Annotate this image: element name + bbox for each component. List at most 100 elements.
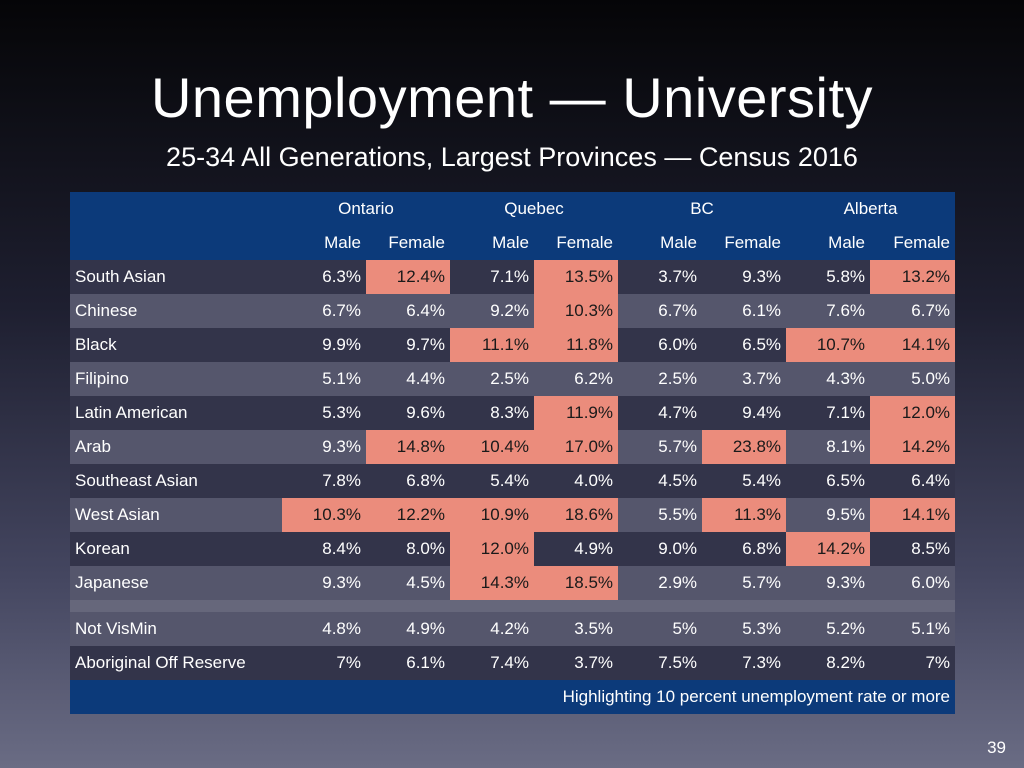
rate-cell: 7.4% <box>450 646 534 680</box>
rate-cell: 5.5% <box>618 498 703 532</box>
rate-cell-highlighted: 14.3% <box>450 566 534 600</box>
sex-header: Female <box>870 226 956 260</box>
rate-cell: 3.7% <box>618 260 703 294</box>
table-row: South Asian 6.3% 12.4% 7.1% 13.5% 3.7% 9.3% 5.8… <box>70 260 956 294</box>
row-label: Aboriginal Off Reserve <box>70 646 282 680</box>
rate-cell-highlighted: 12.4% <box>366 260 450 294</box>
rate-cell: 4.9% <box>534 532 619 566</box>
rate-cell-highlighted: 14.2% <box>786 532 871 566</box>
row-label: Korean <box>70 532 282 566</box>
rate-cell: 4.8% <box>282 612 366 646</box>
rate-cell: 4.0% <box>534 464 619 498</box>
sex-header: Male <box>282 226 366 260</box>
rate-cell: 8.4% <box>282 532 366 566</box>
rate-cell: 5.3% <box>282 396 366 430</box>
rate-cell-highlighted: 10.9% <box>450 498 534 532</box>
rate-cell: 3.5% <box>534 612 619 646</box>
footnote: Highlighting 10 percent unemployment rat… <box>70 680 956 714</box>
rate-cell-highlighted: 12.0% <box>870 396 956 430</box>
rate-cell-highlighted: 14.8% <box>366 430 450 464</box>
rate-cell: 9.3% <box>282 430 366 464</box>
rate-cell: 6.7% <box>618 294 703 328</box>
rate-cell: 9.3% <box>282 566 366 600</box>
rate-cell: 6.7% <box>870 294 956 328</box>
row-label: Filipino <box>70 362 282 396</box>
rate-cell: 5.4% <box>702 464 787 498</box>
rate-cell: 9.6% <box>366 396 450 430</box>
rate-cell-highlighted: 10.4% <box>450 430 534 464</box>
row-label: Chinese <box>70 294 282 328</box>
row-label: Arab <box>70 430 282 464</box>
province-header: Quebec <box>450 192 619 226</box>
rate-cell-highlighted: 13.2% <box>870 260 956 294</box>
table-row: Japanese 9.3% 4.5% 14.3% 18.5% 2.9% 5.7% 9.3% 6.… <box>70 566 956 600</box>
rate-cell: 9.3% <box>702 260 787 294</box>
sex-header: Male <box>450 226 534 260</box>
rate-cell: 4.9% <box>366 612 450 646</box>
rate-cell: 8.5% <box>870 532 956 566</box>
rate-cell: 9.2% <box>450 294 534 328</box>
rate-cell-highlighted: 13.5% <box>534 260 619 294</box>
province-header: Ontario <box>282 192 450 226</box>
rate-cell-highlighted: 10.7% <box>786 328 871 362</box>
rate-cell: 6.4% <box>366 294 450 328</box>
rate-cell: 5.1% <box>870 612 956 646</box>
rate-cell: 9.7% <box>366 328 450 362</box>
rate-cell-highlighted: 18.6% <box>534 498 619 532</box>
rate-cell: 5.2% <box>786 612 871 646</box>
rate-cell: 2.5% <box>618 362 703 396</box>
row-label: West Asian <box>70 498 282 532</box>
rate-cell-highlighted: 17.0% <box>534 430 619 464</box>
table-row: Aboriginal Off Reserve 7% 6.1% 7.4% 3.7% 7.5%… <box>70 646 956 680</box>
province-header: BC <box>618 192 787 226</box>
table-row: Not VisMin 4.8% 4.9% 4.2% 3.5% 5% 5.3% 5.2% 5.1% <box>70 612 956 646</box>
rate-cell: 5.4% <box>450 464 534 498</box>
rate-cell-highlighted: 12.2% <box>366 498 450 532</box>
rate-cell: 4.2% <box>450 612 534 646</box>
rate-cell: 6.4% <box>870 464 956 498</box>
rate-cell: 6.0% <box>618 328 703 362</box>
rate-cell-highlighted: 23.8% <box>702 430 787 464</box>
rate-cell: 3.7% <box>534 646 619 680</box>
rate-cell: 5% <box>618 612 703 646</box>
row-label: Japanese <box>70 566 282 600</box>
rate-cell: 6.1% <box>366 646 450 680</box>
sex-header: Male <box>786 226 871 260</box>
rate-cell: 7.1% <box>450 260 534 294</box>
rate-cell: 5.7% <box>618 430 703 464</box>
rate-cell-highlighted: 14.1% <box>870 328 956 362</box>
sex-header: Female <box>366 226 450 260</box>
row-label: Latin American <box>70 396 282 430</box>
rate-cell: 5.3% <box>702 612 787 646</box>
rate-cell: 6.7% <box>282 294 366 328</box>
header-corner <box>70 192 282 226</box>
spacer-cell <box>70 600 956 612</box>
rate-cell-highlighted: 10.3% <box>282 498 366 532</box>
rate-cell: 9.4% <box>702 396 787 430</box>
sex-header: Male <box>618 226 703 260</box>
table-row: Southeast Asian 7.8% 6.8% 5.4% 4.0% 4.5% 5.4% 6… <box>70 464 956 498</box>
unemployment-table: Ontario Quebec BC Alberta Male Female Ma… <box>70 192 956 714</box>
rate-cell: 3.7% <box>702 362 787 396</box>
rate-cell: 6.0% <box>870 566 956 600</box>
rate-cell-highlighted: 14.2% <box>870 430 956 464</box>
rate-cell: 8.1% <box>786 430 871 464</box>
rate-cell: 7.5% <box>618 646 703 680</box>
rate-cell: 4.5% <box>618 464 703 498</box>
rate-cell-highlighted: 11.8% <box>534 328 619 362</box>
rate-cell: 8.2% <box>786 646 871 680</box>
rate-cell: 7% <box>282 646 366 680</box>
rate-cell: 5.0% <box>870 362 956 396</box>
rate-cell: 6.5% <box>786 464 871 498</box>
table-row: Black 9.9% 9.7% 11.1% 11.8% 6.0% 6.5% 10.7% 14.1… <box>70 328 956 362</box>
rate-cell: 8.0% <box>366 532 450 566</box>
row-label: Black <box>70 328 282 362</box>
section-spacer <box>70 600 956 612</box>
rate-cell: 7.3% <box>702 646 787 680</box>
rate-cell-highlighted: 14.1% <box>870 498 956 532</box>
slide-title: Unemployment — University <box>150 66 874 129</box>
rate-cell: 2.9% <box>618 566 703 600</box>
rate-cell-highlighted: 12.0% <box>450 532 534 566</box>
rate-cell-highlighted: 11.9% <box>534 396 619 430</box>
row-label: South Asian <box>70 260 282 294</box>
